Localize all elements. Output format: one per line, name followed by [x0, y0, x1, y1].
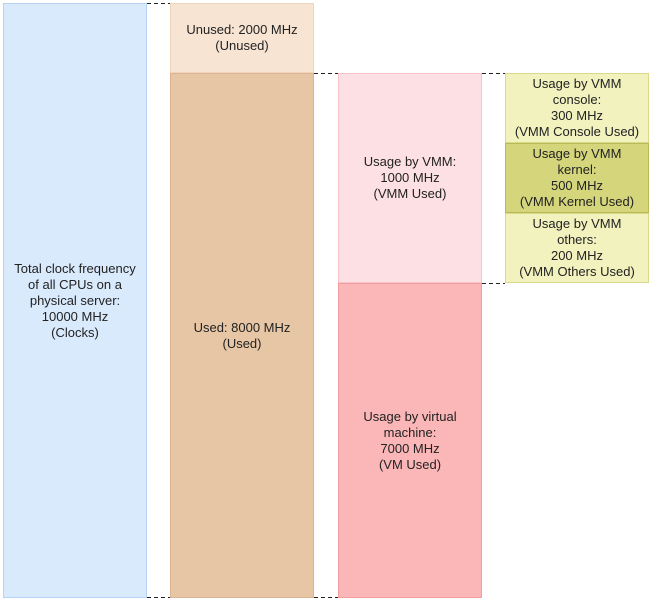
label-vmm-others: Usage by VMM others: 200 MHz (VMM Others… — [519, 216, 635, 279]
label-total-clock-frequency: Total clock frequency of all CPUs on a p… — [14, 260, 136, 340]
box-vmm-kernel: Usage by VMM kernel: 500 MHz (VMM Kernel… — [505, 143, 649, 213]
box-unused: Unused: 2000 MHz (Unused) — [170, 3, 314, 73]
box-vm-usage: Usage by virtual machine: 7000 MHz (VM U… — [338, 283, 482, 598]
label-vmm-kernel: Usage by VMM kernel: 500 MHz (VMM Kernel… — [519, 146, 635, 209]
label-unused: Unused: 2000 MHz (Unused) — [186, 22, 298, 53]
box-total-clock-frequency: Total clock frequency of all CPUs on a p… — [3, 3, 147, 598]
box-vmm-console: Usage by VMM console: 300 MHz (VMM Conso… — [505, 73, 649, 143]
box-used: Used: 8000 MHz (Used) — [170, 73, 314, 598]
label-vm-usage: Usage by virtual machine: 7000 MHz (VM U… — [363, 408, 457, 472]
label-vmm-usage: Usage by VMM: 1000 MHz (VMM Used) — [363, 154, 457, 201]
label-vmm-console: Usage by VMM console: 300 MHz (VMM Conso… — [514, 76, 640, 139]
box-vmm-others: Usage by VMM others: 200 MHz (VMM Others… — [505, 213, 649, 283]
box-vmm-usage: Usage by VMM: 1000 MHz (VMM Used) — [338, 73, 482, 283]
label-used: Used: 8000 MHz (Used) — [193, 319, 291, 351]
